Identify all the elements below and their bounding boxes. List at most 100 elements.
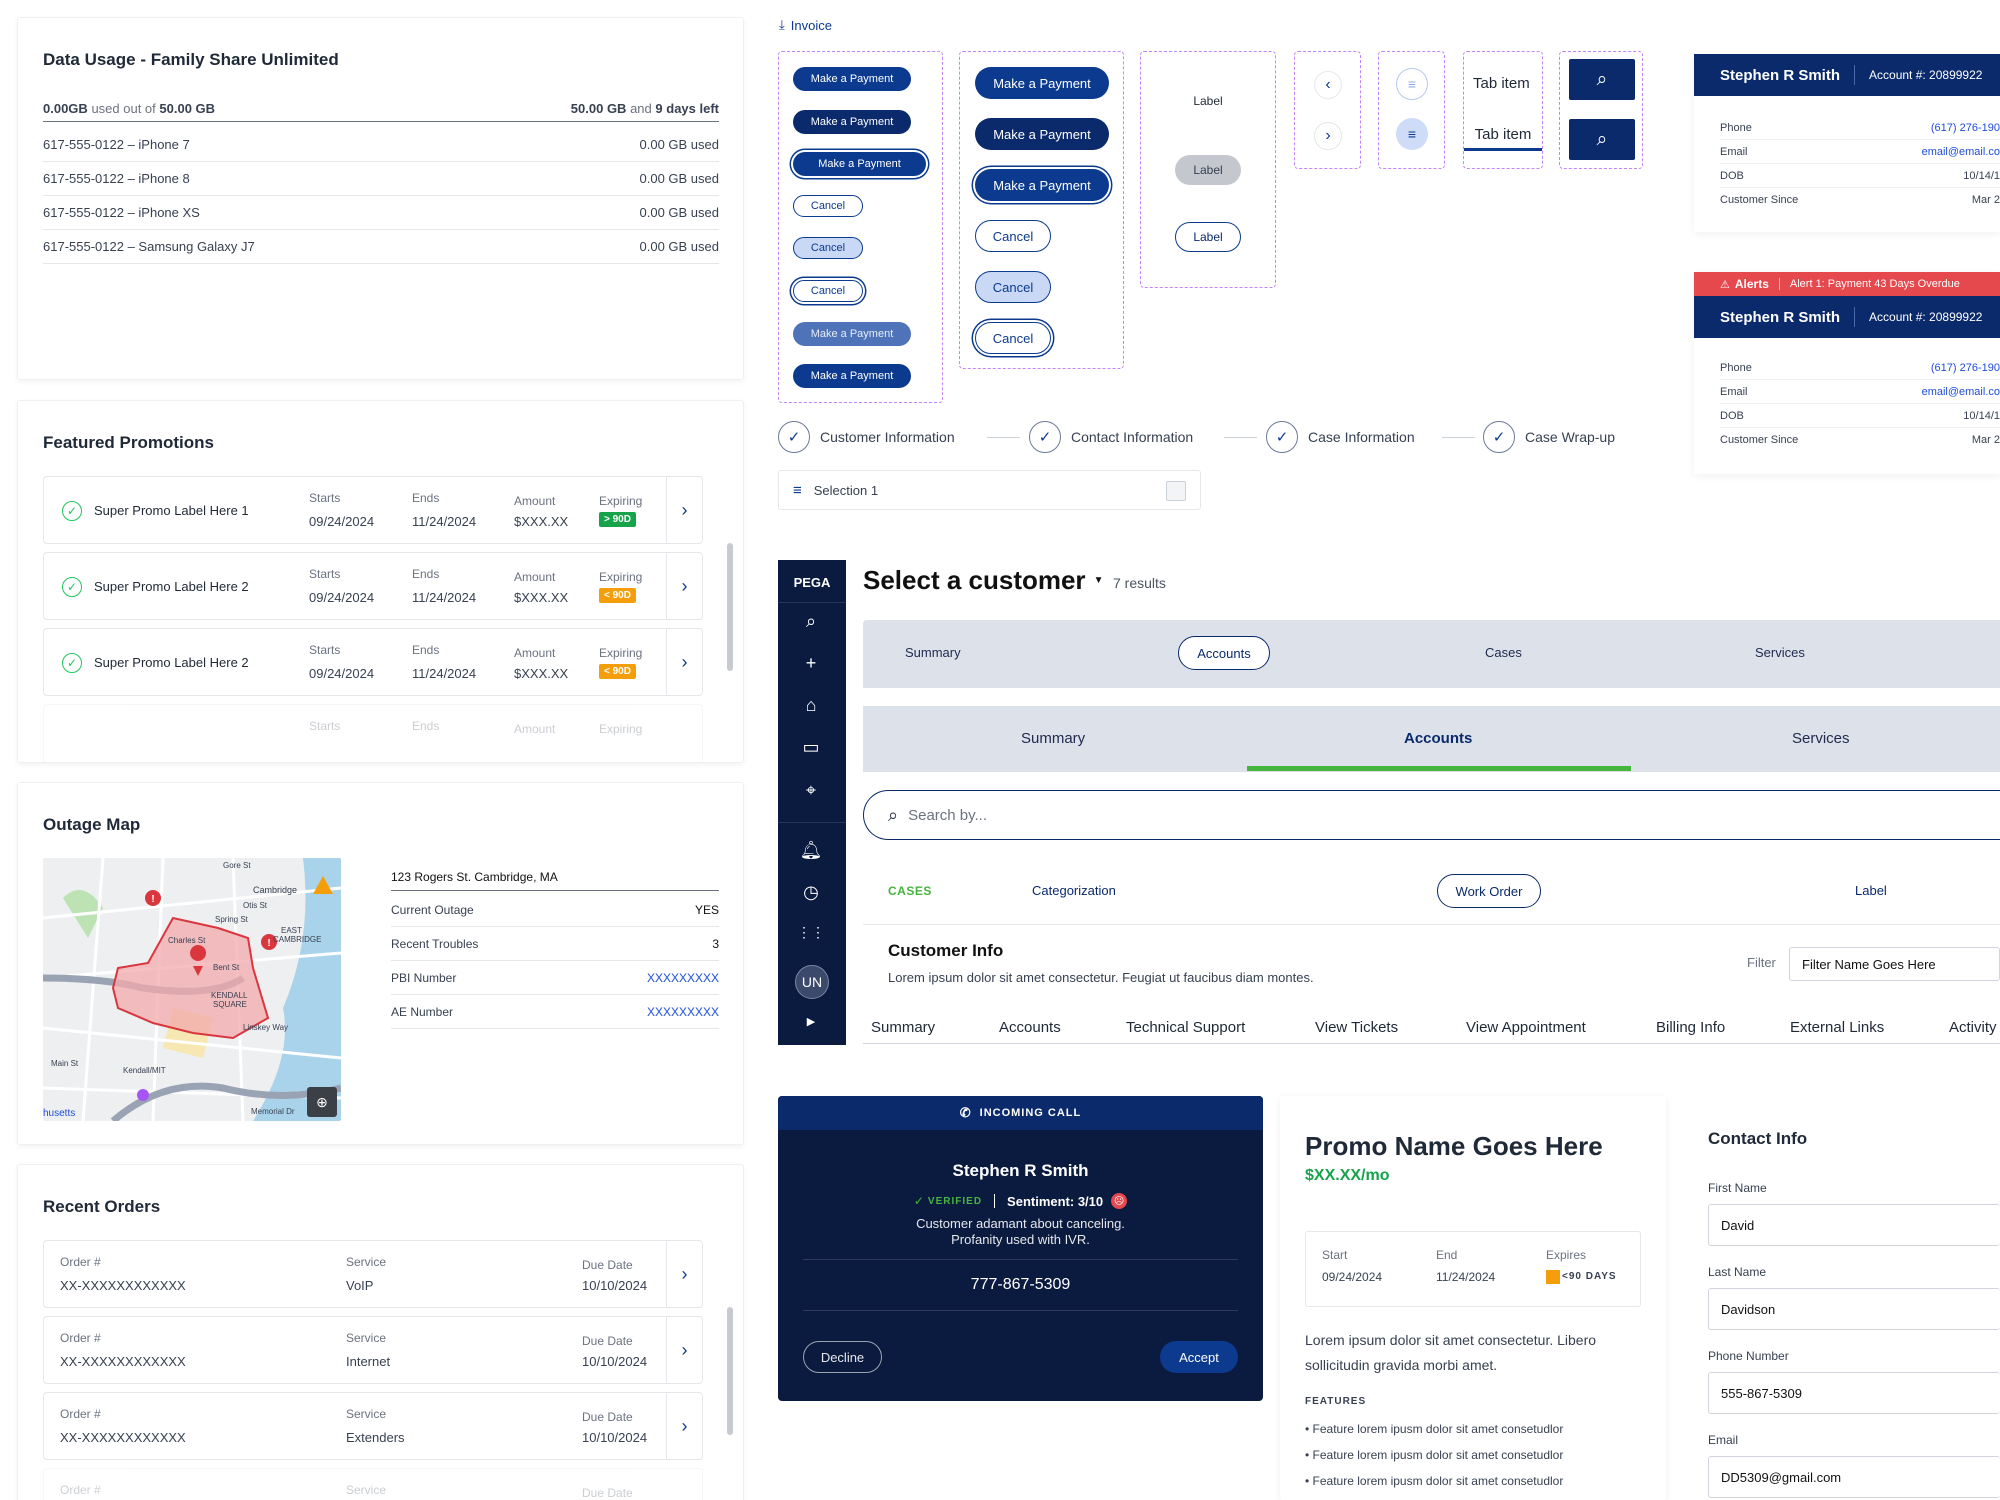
- search-icon[interactable]: ⌕: [805, 611, 817, 631]
- tab-view-tickets[interactable]: View Tickets: [1315, 1019, 1399, 1036]
- cancel-button-lg-focus[interactable]: Cancel: [975, 322, 1051, 354]
- order-row[interactable]: Order # XX-XXXXXXXXXXXX Service Internet…: [43, 1316, 703, 1384]
- chip-label[interactable]: Label: [1855, 883, 1887, 898]
- home-icon[interactable]: ⌂: [805, 695, 817, 715]
- apps-grid-icon[interactable]: ⋮⋮: [797, 924, 825, 940]
- cancel-button-focus[interactable]: Cancel: [793, 280, 863, 302]
- make-payment-button-focus[interactable]: Make a Payment: [793, 152, 926, 176]
- email-link[interactable]: email@email.co: [1921, 385, 2000, 398]
- outage-row: PBI Number XXXXXXXXX: [391, 961, 719, 995]
- bell-icon[interactable]: 🔔︎: [799, 840, 823, 860]
- step-customer-information[interactable]: ✓ Customer Information: [778, 421, 955, 453]
- expand-icon[interactable]: ▶: [806, 1016, 816, 1028]
- tab-view-appointment[interactable]: View Appointment: [1466, 1019, 1586, 1036]
- cancel-button-hover[interactable]: Cancel: [793, 237, 863, 259]
- map-graphic: ! ! Cambridge EAST CAMBRIDGE KENDALL SQU…: [43, 858, 341, 1121]
- menu-icon-active[interactable]: ≡: [1396, 118, 1428, 150]
- make-payment-button-active[interactable]: Make a Payment: [793, 364, 911, 388]
- tab-cases[interactable]: Cases: [1485, 645, 1522, 660]
- order-row[interactable]: Order # XX-XXXXXXXXXXXX Service Extender…: [43, 1392, 703, 1460]
- tab-summary[interactable]: Summary: [871, 1019, 936, 1036]
- chevron-left-icon[interactable]: ‹: [1314, 71, 1342, 99]
- pbi-link[interactable]: XXXXXXXXX: [646, 970, 719, 985]
- step-case-information[interactable]: ✓ Case Information: [1266, 421, 1415, 453]
- tab-accounts[interactable]: Accounts: [999, 1019, 1061, 1036]
- alert-bar[interactable]: ⚠ Alerts Alert 1: Payment 43 Days Overdu…: [1694, 272, 2000, 296]
- tab-services[interactable]: Services: [1755, 645, 1805, 660]
- make-payment-button-lg-hover[interactable]: Make a Payment: [975, 118, 1109, 150]
- search-button[interactable]: ⌕: [1569, 59, 1635, 100]
- scrollbar[interactable]: [727, 543, 733, 671]
- cancel-button[interactable]: Cancel: [793, 195, 863, 217]
- step-case-wrap-up[interactable]: ✓ Case Wrap-up: [1483, 421, 1615, 453]
- chevron-right-icon[interactable]: ›: [666, 553, 702, 619]
- cancel-button-lg[interactable]: Cancel: [975, 220, 1051, 252]
- tab-services[interactable]: Services: [1792, 730, 1850, 747]
- label-chip-selected[interactable]: Label: [1175, 155, 1241, 185]
- ae-link[interactable]: XXXXXXXXX: [646, 1004, 719, 1019]
- zoom-icon[interactable]: ⊕: [307, 1087, 337, 1117]
- customer-name: Stephen R Smith: [1720, 66, 1841, 84]
- tab-summary[interactable]: Summary: [905, 645, 961, 660]
- cancel-button-lg-hover[interactable]: Cancel: [975, 271, 1051, 303]
- menu-icon[interactable]: ≡: [1396, 68, 1428, 100]
- tab-summary[interactable]: Summary: [1021, 730, 1086, 747]
- make-payment-button-lg-focus[interactable]: Make a Payment: [975, 169, 1109, 201]
- chevron-right-icon[interactable]: ›: [666, 1241, 702, 1307]
- decline-button[interactable]: Decline: [803, 1341, 882, 1373]
- phone-number-field[interactable]: 555-867-5309: [1708, 1372, 2000, 1414]
- tab-item[interactable]: Tab item: [1473, 75, 1530, 92]
- promo-row[interactable]: ✓ Super Promo Label Here 2 Starts 09/24/…: [43, 552, 703, 620]
- tab-external-links[interactable]: External Links: [1790, 1019, 1885, 1036]
- location-pin-icon[interactable]: ⌖: [805, 780, 817, 800]
- order-row[interactable]: Order # XX-XXXXXXXXXXXX Service VoIP Due…: [43, 1240, 703, 1308]
- invoice-link[interactable]: ⤓ Invoice: [779, 17, 832, 33]
- outage-map[interactable]: ! ! Cambridge EAST CAMBRIDGE KENDALL SQU…: [43, 858, 341, 1121]
- filter-input[interactable]: Filter Name Goes Here: [1789, 947, 2000, 981]
- chevron-right-icon[interactable]: ›: [666, 1317, 702, 1383]
- tab-accounts-active[interactable]: Accounts: [1404, 730, 1473, 747]
- phone-link[interactable]: (617) 276-190: [1930, 361, 2000, 374]
- make-payment-button-hover[interactable]: Make a Payment: [793, 110, 911, 134]
- tab-activity[interactable]: Activity: [1949, 1019, 1997, 1036]
- search-button-focus[interactable]: ⌕: [1569, 119, 1635, 160]
- search-input[interactable]: ⌕ Search by...: [863, 790, 2000, 840]
- promo-row[interactable]: ✓ Super Promo Label Here 2 Starts 09/24/…: [43, 628, 703, 696]
- make-payment-button[interactable]: Make a Payment: [793, 67, 911, 91]
- make-payment-button-lg[interactable]: Make a Payment: [975, 67, 1109, 99]
- chip-work-order[interactable]: Work Order: [1437, 874, 1541, 908]
- first-name-field[interactable]: David: [1708, 1204, 2000, 1246]
- plus-icon[interactable]: +: [805, 653, 817, 673]
- briefcase-icon[interactable]: ▭: [802, 737, 820, 757]
- scrollbar[interactable]: [727, 1307, 733, 1435]
- accept-button[interactable]: Accept: [1160, 1341, 1238, 1373]
- chevron-right-icon[interactable]: ›: [666, 1393, 702, 1459]
- selection-checkbox[interactable]: [1166, 481, 1186, 501]
- tab-item-active[interactable]: Tab item: [1464, 126, 1542, 151]
- label-chip[interactable]: Label: [1193, 94, 1223, 108]
- tab-technical-support[interactable]: Technical Support: [1126, 1019, 1246, 1036]
- chevron-right-icon[interactable]: ›: [666, 629, 702, 695]
- chip-categorization[interactable]: Categorization: [1032, 883, 1116, 898]
- page-title[interactable]: Select a customer ▼: [863, 565, 1104, 595]
- outage-address: 123 Rogers St. Cambridge, MA: [391, 863, 719, 891]
- tab-billing-info[interactable]: Billing Info: [1656, 1019, 1726, 1036]
- make-payment-button-disabled[interactable]: Make a Payment: [793, 322, 911, 346]
- tab-accounts[interactable]: Accounts: [1178, 636, 1270, 670]
- phone-link[interactable]: (617) 276-190: [1930, 121, 2000, 134]
- chevron-right-icon[interactable]: ›: [666, 477, 702, 543]
- svg-text:Charles St: Charles St: [168, 936, 206, 945]
- chevron-right-icon[interactable]: ›: [1314, 122, 1342, 150]
- email-field[interactable]: DD5309@gmail.com: [1708, 1456, 2000, 1498]
- last-name-field[interactable]: Davidson: [1708, 1288, 2000, 1330]
- customer-summary-card-alert: ⚠ Alerts Alert 1: Payment 43 Days Overdu…: [1694, 272, 2000, 474]
- label-chip-outlined[interactable]: Label: [1175, 222, 1241, 252]
- chip-cases[interactable]: CASES: [888, 884, 932, 898]
- selection-row[interactable]: ≡ Selection 1: [778, 470, 1201, 510]
- promo-row[interactable]: ✓ Super Promo Label Here 1 Starts 09/24/…: [43, 476, 703, 544]
- clock-icon[interactable]: ◷: [803, 882, 819, 902]
- avatar[interactable]: UN: [795, 965, 829, 999]
- step-contact-information[interactable]: ✓ Contact Information: [1029, 421, 1193, 453]
- email-link[interactable]: email@email.co: [1921, 145, 2000, 158]
- step-divider: [1442, 437, 1475, 438]
